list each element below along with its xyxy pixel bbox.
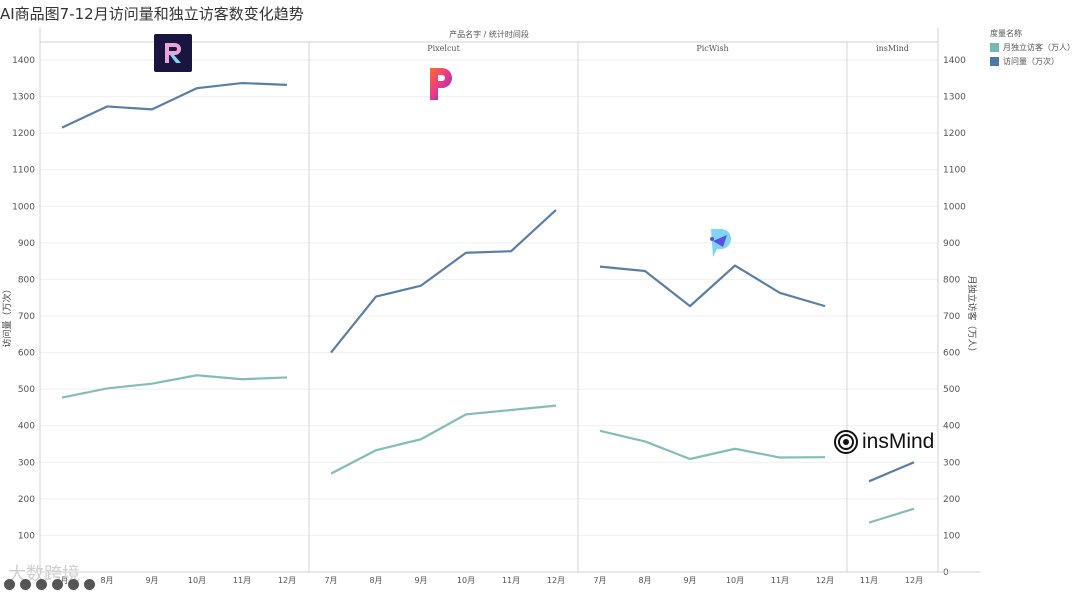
y-tick-right: 1400 — [943, 56, 966, 66]
legend-swatch-visitors — [990, 43, 999, 52]
y-tick-left: 400 — [18, 422, 35, 432]
legend-title: 度量名称 — [990, 29, 1022, 38]
series-line-visitors — [330, 404, 557, 475]
y-tick-right: 600 — [943, 349, 960, 359]
legend-swatch-visits — [990, 57, 999, 66]
y-tick-right: 1100 — [943, 166, 966, 176]
y-tick-left: 700 — [18, 312, 35, 322]
y-tick-left: 1300 — [12, 93, 35, 103]
x-tick-label: 11月 — [233, 576, 251, 585]
y-tick-right: 900 — [943, 239, 960, 249]
y-tick-right: 700 — [943, 312, 960, 322]
play-icon[interactable] — [20, 579, 31, 590]
x-tick-label: 12月 — [547, 576, 565, 585]
x-tick-label: 10月 — [188, 576, 206, 585]
y-axis-title-right: 月独立访客（万人） — [966, 275, 978, 356]
player-toolbar — [4, 579, 95, 590]
more-icon[interactable] — [84, 579, 95, 590]
y-tick-right: 300 — [943, 458, 960, 468]
y-tick-right: 400 — [943, 422, 960, 432]
x-tick-label: 11月 — [860, 576, 878, 585]
x-tick-label: 12月 — [905, 576, 923, 585]
insmind-logo-mark — [834, 430, 858, 454]
series-line-visits — [868, 461, 915, 483]
y-tick-right: 0 — [943, 568, 949, 578]
panel-title: insMind — [876, 44, 909, 53]
picwish-logo — [703, 225, 737, 261]
legend-item-visits[interactable]: 访问量（万次） — [990, 56, 1075, 67]
legend-label-visitors: 月独立访客（万人） — [1003, 43, 1075, 52]
x-tick-label: 10月 — [726, 576, 744, 585]
chart-title: AI商品图7-12月访问量和独立访客数变化趋势 — [0, 5, 304, 23]
y-tick-right: 1200 — [943, 129, 966, 139]
insmind-logo: insMind — [833, 428, 934, 456]
y-tick-left: 200 — [18, 495, 35, 505]
y-tick-right: 1300 — [943, 93, 966, 103]
series-line-visitors — [599, 429, 826, 461]
edit-icon[interactable] — [36, 579, 47, 590]
x-tick-label: 8月 — [100, 576, 113, 585]
legend-label-visits: 访问量（万次） — [1003, 57, 1059, 66]
x-tick-label: 9月 — [414, 576, 427, 585]
legend: 度量名称 月独立访客（万人） 访问量（万次） — [990, 28, 1075, 70]
x-tick-label: 11月 — [502, 576, 520, 585]
y-tick-left: 800 — [18, 275, 35, 285]
panel-title: PicWish — [696, 44, 728, 53]
y-tick-left: 1000 — [12, 202, 35, 212]
x-tick-label: 12月 — [278, 576, 296, 585]
y-tick-left: 1100 — [12, 166, 35, 176]
first-product-logo — [154, 34, 192, 72]
y-tick-left: 900 — [18, 239, 35, 249]
x-tick-label: 8月 — [638, 576, 651, 585]
x-tick-label: 12月 — [816, 576, 834, 585]
y-tick-right: 500 — [943, 385, 960, 395]
prev-icon[interactable] — [4, 579, 15, 590]
settings-icon[interactable] — [52, 579, 63, 590]
y-tick-left: 600 — [18, 349, 35, 359]
series-line-visitors — [61, 374, 288, 399]
y-tick-left: 100 — [18, 531, 35, 541]
pixelcut-logo — [420, 64, 462, 104]
y-tick-right: 1000 — [943, 202, 966, 212]
series-line-visits — [599, 264, 826, 308]
series-line-visitors — [868, 507, 915, 524]
legend-item-visitors[interactable]: 月独立访客（万人） — [990, 42, 1075, 53]
x-tick-label: 11月 — [771, 576, 789, 585]
y-tick-right: 200 — [943, 495, 960, 505]
y-tick-left: 1200 — [12, 129, 35, 139]
y-tick-left: 1400 — [12, 56, 35, 66]
x-tick-label: 8月 — [369, 576, 382, 585]
y-tick-left: 500 — [18, 385, 35, 395]
y-tick-left: 300 — [18, 458, 35, 468]
copy-icon[interactable] — [68, 579, 79, 590]
series-line-visits — [61, 81, 288, 129]
series-line-visits — [330, 209, 557, 354]
y-tick-right: 800 — [943, 275, 960, 285]
insmind-logo-text: insMind — [862, 430, 935, 453]
header-label: 产品名字 / 统计时间段 — [449, 29, 529, 39]
y-tick-right: 100 — [943, 531, 960, 541]
y-axis-title-left: 访问量（万次） — [1, 284, 13, 347]
panel-title: Pixelcut — [427, 44, 460, 53]
x-tick-label: 10月 — [457, 576, 475, 585]
x-tick-label: 7月 — [593, 576, 606, 585]
x-tick-label: 7月 — [324, 576, 337, 585]
x-tick-label: 9月 — [145, 576, 158, 585]
x-tick-label: 9月 — [683, 576, 696, 585]
